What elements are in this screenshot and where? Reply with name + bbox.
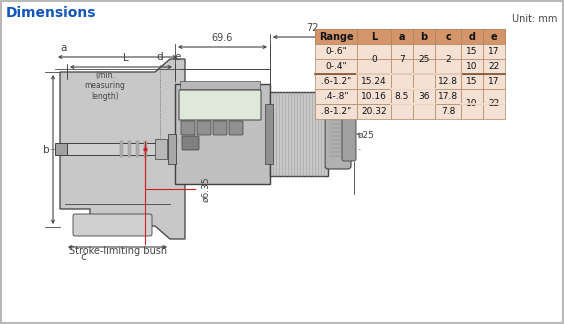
FancyBboxPatch shape bbox=[435, 29, 461, 44]
Text: Range: Range bbox=[319, 31, 353, 41]
FancyBboxPatch shape bbox=[180, 81, 260, 89]
Text: c: c bbox=[445, 31, 451, 41]
FancyBboxPatch shape bbox=[435, 59, 461, 74]
Text: e: e bbox=[175, 52, 181, 62]
FancyBboxPatch shape bbox=[270, 92, 328, 176]
FancyBboxPatch shape bbox=[179, 90, 261, 120]
FancyBboxPatch shape bbox=[357, 59, 391, 74]
Text: a: a bbox=[399, 31, 406, 41]
FancyBboxPatch shape bbox=[391, 59, 413, 74]
FancyBboxPatch shape bbox=[391, 29, 413, 44]
Text: 69.6: 69.6 bbox=[212, 33, 233, 43]
FancyBboxPatch shape bbox=[128, 141, 131, 157]
FancyBboxPatch shape bbox=[461, 44, 483, 59]
Text: L: L bbox=[371, 31, 377, 41]
Text: 17: 17 bbox=[488, 77, 500, 86]
FancyBboxPatch shape bbox=[175, 84, 270, 184]
FancyBboxPatch shape bbox=[213, 121, 227, 135]
Text: 25: 25 bbox=[418, 54, 430, 64]
Text: ø25: ø25 bbox=[358, 131, 375, 140]
FancyBboxPatch shape bbox=[483, 44, 505, 59]
FancyBboxPatch shape bbox=[461, 74, 483, 89]
Text: 8.5: 8.5 bbox=[395, 92, 409, 101]
FancyBboxPatch shape bbox=[435, 44, 461, 59]
Text: 36: 36 bbox=[418, 92, 430, 101]
Text: 10: 10 bbox=[466, 99, 478, 109]
Text: c: c bbox=[80, 252, 86, 262]
FancyBboxPatch shape bbox=[435, 104, 461, 119]
Text: 15: 15 bbox=[466, 77, 478, 86]
FancyBboxPatch shape bbox=[120, 141, 123, 157]
FancyBboxPatch shape bbox=[136, 141, 139, 157]
FancyBboxPatch shape bbox=[461, 104, 483, 119]
FancyBboxPatch shape bbox=[55, 143, 67, 155]
FancyBboxPatch shape bbox=[391, 104, 413, 119]
FancyBboxPatch shape bbox=[483, 104, 505, 119]
Polygon shape bbox=[65, 99, 155, 204]
Text: .6-1.2": .6-1.2" bbox=[321, 77, 351, 86]
FancyBboxPatch shape bbox=[229, 121, 243, 135]
Text: 22: 22 bbox=[488, 62, 500, 71]
Text: b: b bbox=[420, 31, 428, 41]
FancyBboxPatch shape bbox=[155, 139, 167, 159]
Text: 17.8: 17.8 bbox=[438, 92, 458, 101]
FancyBboxPatch shape bbox=[413, 104, 435, 119]
Text: 10.16: 10.16 bbox=[361, 92, 387, 101]
FancyBboxPatch shape bbox=[357, 44, 391, 59]
FancyBboxPatch shape bbox=[413, 44, 435, 59]
Polygon shape bbox=[60, 59, 185, 239]
Text: Stroke-limiting bush: Stroke-limiting bush bbox=[69, 246, 167, 256]
Text: 0: 0 bbox=[371, 54, 377, 64]
Text: ø6.35: ø6.35 bbox=[201, 176, 210, 202]
FancyBboxPatch shape bbox=[342, 107, 356, 161]
FancyBboxPatch shape bbox=[483, 59, 505, 74]
Text: Unit: mm: Unit: mm bbox=[512, 14, 557, 24]
FancyBboxPatch shape bbox=[73, 214, 152, 236]
FancyBboxPatch shape bbox=[315, 29, 357, 44]
FancyBboxPatch shape bbox=[357, 89, 391, 104]
FancyBboxPatch shape bbox=[67, 143, 165, 155]
FancyBboxPatch shape bbox=[357, 104, 391, 119]
FancyBboxPatch shape bbox=[315, 89, 357, 104]
Text: 72: 72 bbox=[306, 23, 318, 33]
Text: 7: 7 bbox=[399, 54, 405, 64]
FancyBboxPatch shape bbox=[413, 59, 435, 74]
Text: a: a bbox=[60, 43, 67, 53]
Text: 2: 2 bbox=[445, 54, 451, 64]
Text: 15.24: 15.24 bbox=[361, 77, 387, 86]
FancyBboxPatch shape bbox=[483, 74, 505, 89]
FancyBboxPatch shape bbox=[197, 121, 211, 135]
Text: L: L bbox=[123, 53, 129, 63]
Text: b: b bbox=[43, 145, 50, 155]
Text: 20.32: 20.32 bbox=[361, 107, 387, 116]
FancyBboxPatch shape bbox=[435, 74, 461, 89]
FancyBboxPatch shape bbox=[315, 104, 357, 119]
FancyBboxPatch shape bbox=[435, 89, 461, 104]
Text: 22: 22 bbox=[488, 99, 500, 109]
FancyBboxPatch shape bbox=[413, 74, 435, 89]
Text: d: d bbox=[469, 31, 475, 41]
FancyBboxPatch shape bbox=[144, 141, 147, 157]
Text: 15: 15 bbox=[466, 47, 478, 56]
FancyBboxPatch shape bbox=[461, 89, 483, 104]
FancyBboxPatch shape bbox=[413, 29, 435, 44]
FancyBboxPatch shape bbox=[483, 89, 505, 104]
FancyBboxPatch shape bbox=[181, 121, 195, 135]
Text: .4-.8": .4-.8" bbox=[324, 92, 348, 101]
Text: (min.
measuring
length): (min. measuring length) bbox=[85, 71, 125, 101]
FancyBboxPatch shape bbox=[357, 29, 391, 44]
FancyBboxPatch shape bbox=[391, 89, 413, 104]
FancyBboxPatch shape bbox=[182, 136, 199, 150]
FancyBboxPatch shape bbox=[315, 44, 357, 59]
FancyBboxPatch shape bbox=[483, 29, 505, 44]
FancyBboxPatch shape bbox=[265, 104, 273, 164]
FancyBboxPatch shape bbox=[391, 74, 413, 89]
FancyBboxPatch shape bbox=[315, 74, 357, 89]
Text: 10: 10 bbox=[466, 62, 478, 71]
FancyBboxPatch shape bbox=[461, 59, 483, 74]
Text: .8-1.2": .8-1.2" bbox=[321, 107, 351, 116]
Text: 17: 17 bbox=[488, 47, 500, 56]
FancyBboxPatch shape bbox=[357, 74, 391, 89]
FancyBboxPatch shape bbox=[168, 134, 176, 164]
